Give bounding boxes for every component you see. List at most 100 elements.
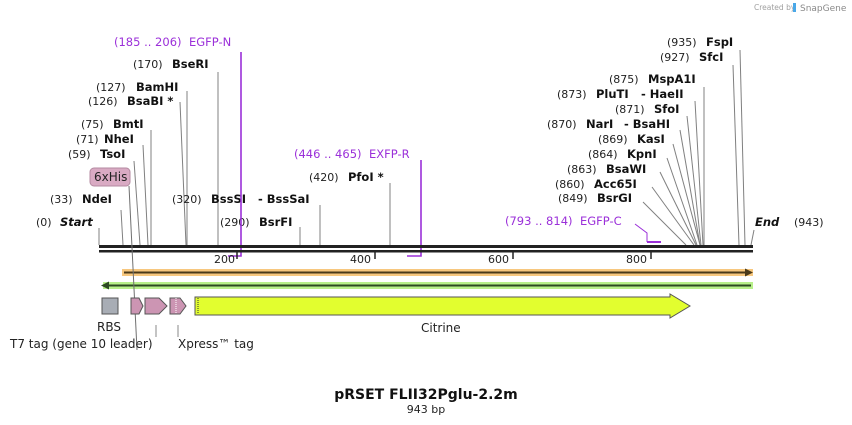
svg-text:Start: Start [60, 215, 93, 229]
feature-RBS[interactable]: RBS [97, 297, 121, 334]
svg-text:(864): (864) [588, 148, 618, 161]
svg-text:BseRI: BseRI [172, 57, 209, 71]
enzyme-leaders-right [642, 49, 755, 246]
enzyme-PfoI[interactable]: (420) PfoI * [309, 170, 384, 184]
enzyme-KasI[interactable]: (869) KasI [598, 132, 665, 146]
svg-text:(446 .. 465): (446 .. 465) [294, 147, 362, 161]
snapgene-logo-icon [793, 3, 796, 12]
enzyme-FspI[interactable]: (935) FspI [667, 35, 733, 49]
svg-text:BsaWI: BsaWI [606, 162, 646, 176]
primer-EXFP-R[interactable]: (446 .. 465) EXFP-R [294, 147, 422, 257]
svg-text:Xpress™ tag: Xpress™ tag [178, 337, 254, 351]
svg-text:(935): (935) [667, 36, 697, 49]
svg-text:(863): (863) [567, 163, 597, 176]
svg-text:NdeI: NdeI [82, 192, 112, 206]
svg-text:(860): (860) [555, 178, 585, 191]
enzyme-BmtI[interactable]: (75) BmtI [81, 117, 144, 131]
svg-text:KasI: KasI [637, 132, 665, 146]
svg-text:(849): (849) [558, 192, 588, 205]
enzyme-BamHI[interactable]: (127) BamHI [96, 80, 178, 94]
enzyme-KpnI[interactable]: (864) KpnI [588, 147, 657, 161]
primer-EGFP-N[interactable]: (185 .. 206) EGFP-N [114, 35, 242, 257]
svg-text:(127): (127) [96, 81, 126, 94]
svg-text:BssSI: BssSI [211, 192, 246, 206]
feature-Xpress-tag[interactable]: Xpress™ tag [169, 297, 254, 351]
feature-Citrine[interactable]: Citrine [194, 293, 691, 335]
snapgene-credit: Created by SnapGene [754, 3, 847, 14]
ruler: 200 400 600 800 [214, 252, 652, 266]
svg-text:End: End [755, 215, 780, 229]
svg-text:SfoI: SfoI [654, 102, 679, 116]
svg-text:KpnI: KpnI [627, 147, 657, 161]
svg-text:(170): (170) [133, 58, 163, 71]
svg-text:TsoI: TsoI [100, 147, 125, 161]
arrow-left-icon [101, 281, 109, 290]
svg-text:(59): (59) [68, 148, 91, 161]
enzyme-BseRI[interactable]: (170) BseRI [133, 57, 209, 71]
svg-text:(0): (0) [36, 216, 52, 229]
enzyme-BsaWI[interactable]: (863) BsaWI [567, 162, 646, 176]
feature-T7-tag[interactable]: T7 tag (gene 10 leader) [9, 297, 168, 351]
svg-text:(927): (927) [660, 51, 690, 64]
enzyme-BsaBI[interactable]: (126) BsaBI * [88, 94, 173, 108]
svg-text:NarI: NarI [586, 117, 613, 131]
svg-text:EGFP-N: EGFP-N [189, 35, 231, 49]
plasmid-length: 943 bp [407, 403, 445, 416]
svg-text:400: 400 [350, 253, 371, 266]
enzyme-NdeI[interactable]: (33) NdeI [50, 192, 112, 206]
enzyme-SfoI[interactable]: (871) SfoI [615, 102, 679, 116]
credit-prefix: Created by [754, 3, 796, 12]
svg-text:PfoI *: PfoI * [348, 170, 384, 184]
arrow-right-icon [745, 268, 753, 277]
enzyme-BsrFI[interactable]: (290) BsrFI [220, 215, 292, 229]
primer-arrow-EGFP-N [228, 52, 242, 257]
svg-text:EGFP-C: EGFP-C [580, 214, 622, 228]
svg-text:800: 800 [626, 253, 647, 266]
enzyme-leaders-left [98, 72, 391, 246]
enzyme-NheI[interactable]: (71) NheI [76, 132, 134, 146]
svg-text:(75): (75) [81, 118, 104, 131]
svg-text:(869): (869) [598, 133, 628, 146]
svg-text:(126): (126) [88, 95, 118, 108]
svg-text:Citrine: Citrine [421, 321, 461, 335]
map-title-block: pRSET FLII32Pglu-2.2m 943 bp [334, 387, 518, 416]
svg-text:(420): (420) [309, 171, 339, 184]
enzyme-Acc65I[interactable]: (860) Acc65I [555, 177, 637, 191]
svg-text:EXFP-R: EXFP-R [369, 147, 410, 161]
enzyme-SfcI[interactable]: (927) SfcI [660, 50, 723, 64]
enzyme-TsoI[interactable]: (59) TsoI [68, 147, 125, 161]
svg-text:200: 200 [214, 253, 235, 266]
svg-text:6xHis: 6xHis [94, 170, 127, 184]
svg-text:- BssSaI: - BssSaI [258, 192, 310, 206]
enzyme-BsrGI[interactable]: (849) BsrGI [558, 191, 632, 205]
svg-text:BamHI: BamHI [136, 80, 178, 94]
svg-text:MspA1I: MspA1I [648, 72, 696, 86]
enzyme-MspA1I[interactable]: (875) MspA1I [609, 72, 696, 86]
svg-text:BsrGI: BsrGI [597, 191, 632, 205]
orf-forward[interactable] [122, 268, 753, 277]
feature-6xHis[interactable]: 6xHis [89, 167, 138, 351]
sequence-backbone [99, 245, 753, 253]
credit-brand: SnapGene [800, 4, 847, 14]
svg-text:(870): (870) [547, 118, 577, 131]
svg-text:FspI: FspI [706, 35, 733, 49]
enzyme-PluTI[interactable]: (873) PluTI - HaeII [557, 87, 684, 101]
svg-text:BmtI: BmtI [113, 117, 144, 131]
svg-text:(943): (943) [794, 216, 824, 229]
svg-text:PluTI: PluTI [596, 87, 629, 101]
svg-text:BsaBI *: BsaBI * [127, 94, 173, 108]
enzyme-BssSI[interactable]: (320) BssSI - BssSaI [172, 192, 310, 206]
svg-text:(33): (33) [50, 193, 73, 206]
enzyme-NarI[interactable]: (870) NarI - BsaHI [547, 117, 670, 131]
svg-text:(185 .. 206): (185 .. 206) [114, 35, 182, 49]
orf-reverse[interactable] [101, 281, 753, 290]
plasmid-name: pRSET FLII32Pglu-2.2m [334, 387, 518, 403]
svg-text:T7 tag (gene 10 leader): T7 tag (gene 10 leader) [9, 337, 153, 351]
svg-text:Acc65I: Acc65I [594, 177, 637, 191]
start-label: (0) Start [36, 215, 93, 229]
end-label: End (943) [755, 215, 824, 229]
svg-text:600: 600 [488, 253, 509, 266]
svg-text:(320): (320) [172, 193, 202, 206]
svg-text:(290): (290) [220, 216, 250, 229]
primer-EGFP-C[interactable]: (793 .. 814) EGFP-C [505, 214, 661, 243]
